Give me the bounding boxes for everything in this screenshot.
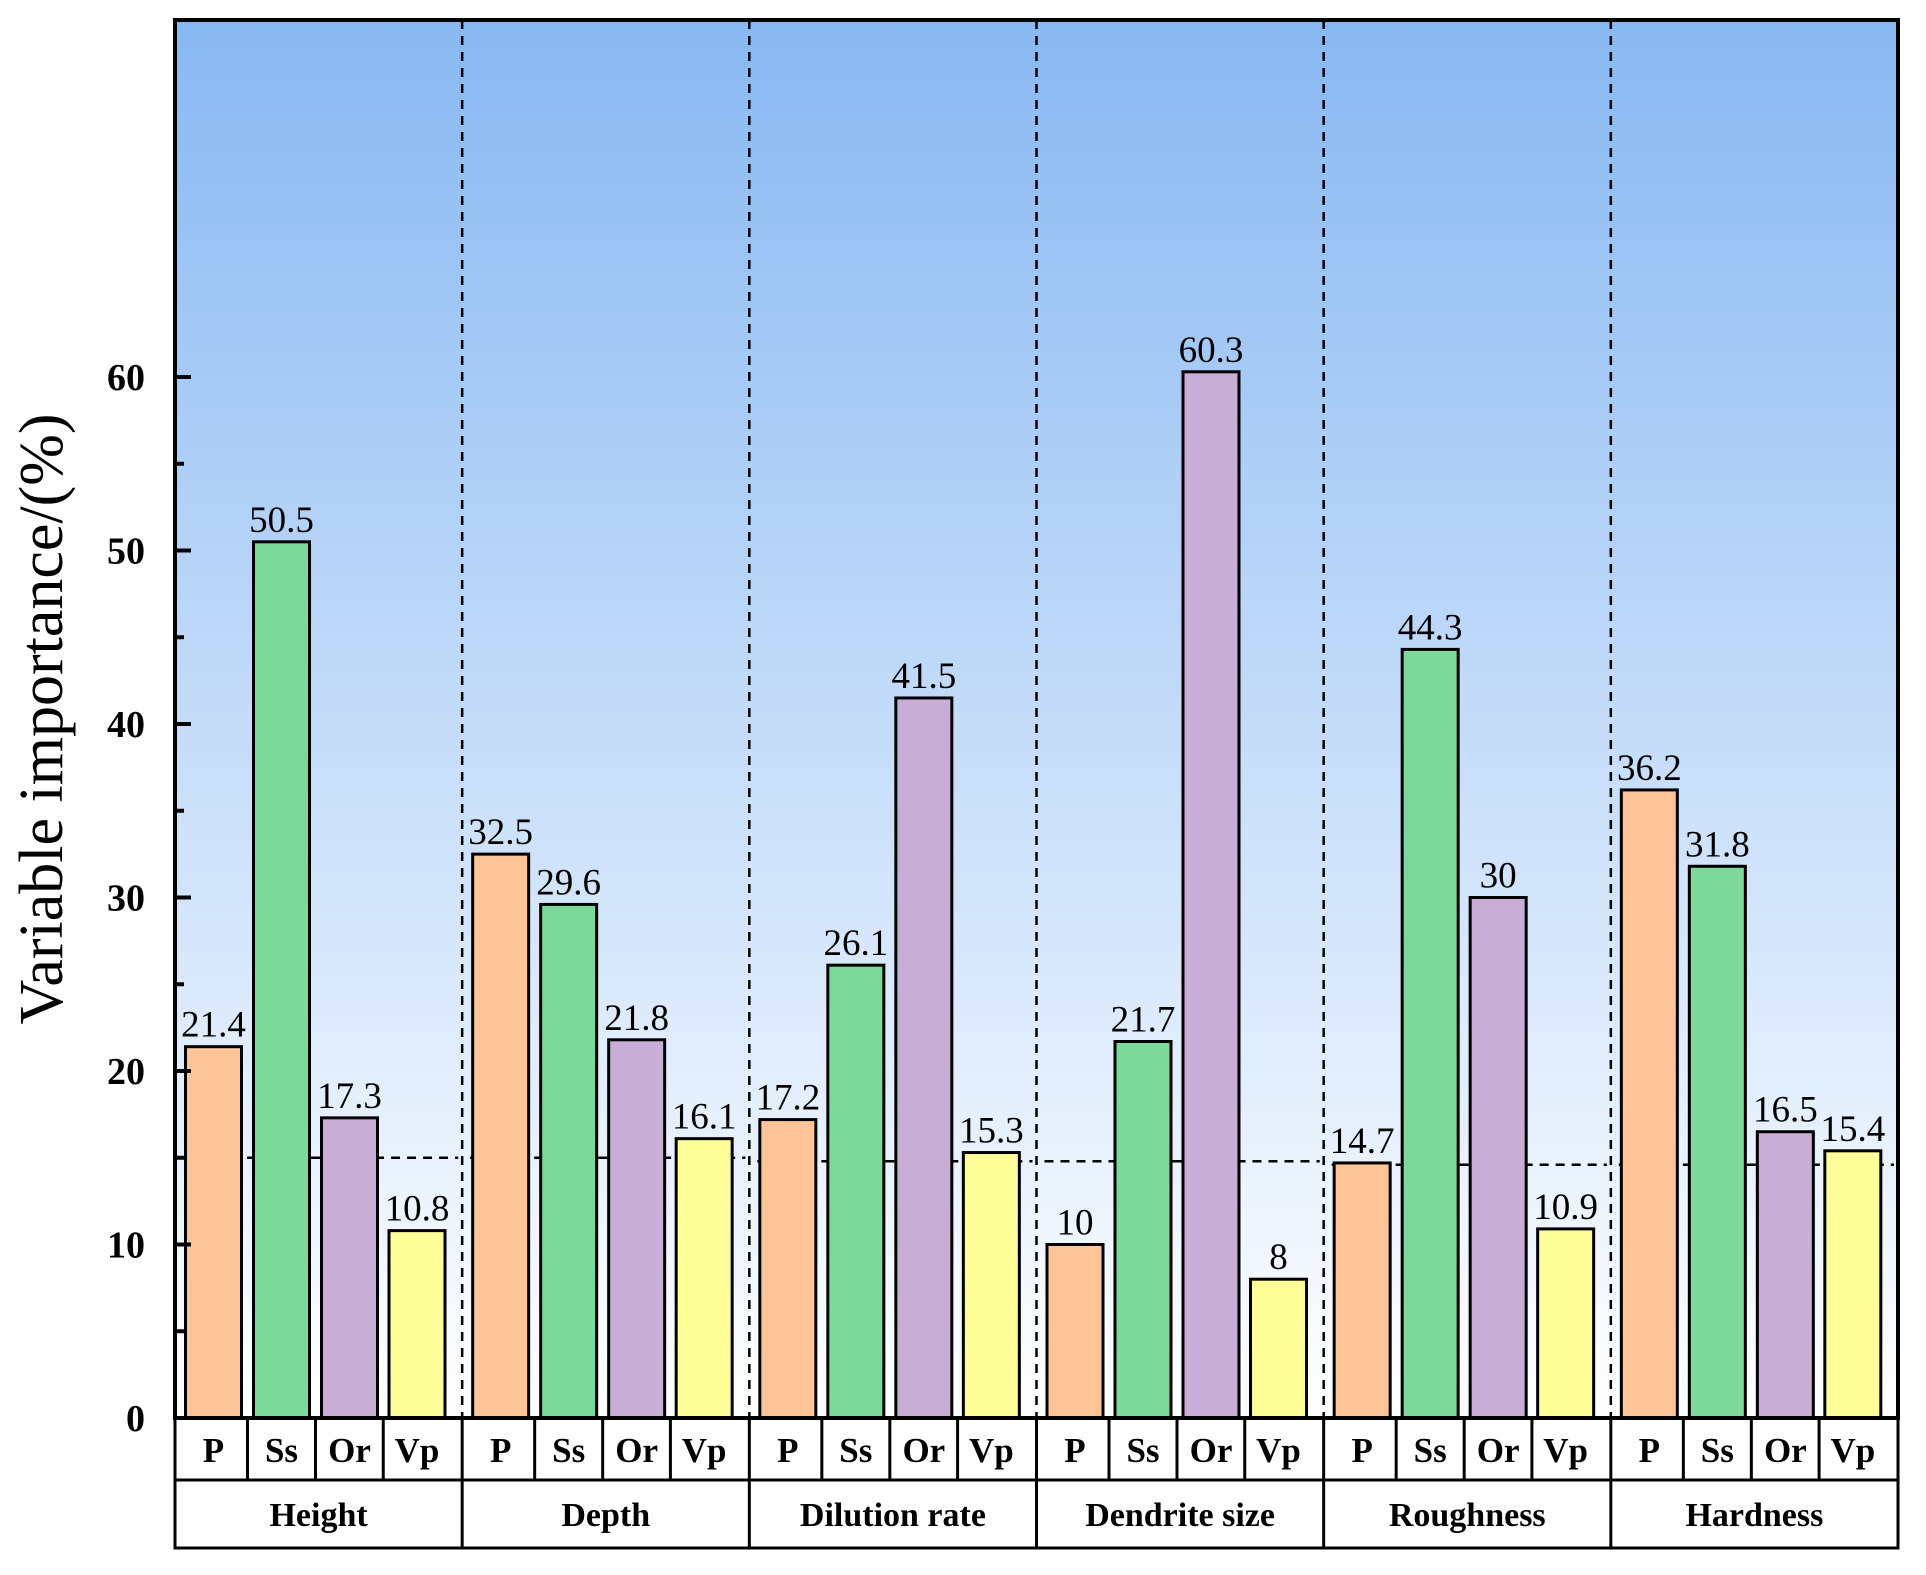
group-label: Hardness [1685,1497,1823,1534]
bar-height-p [184,1045,243,1420]
variable-label: Ss [265,1431,298,1470]
data-label: 21.8 [604,998,669,1039]
data-labels: 21.4 50.5 17.3 10.8 32.529.6 21.8 16.1 17.2 26.1… [181,330,1885,1278]
y-tick-label: 60 [107,357,145,399]
variable-label: Or [615,1431,658,1470]
group-label: Dendrite size [1085,1497,1275,1534]
variable-label: Vp [969,1431,1014,1470]
data-label: 31.8 [1685,824,1750,865]
variable-label: P [1639,1431,1660,1470]
data-label: 60.3 [1179,330,1244,371]
bar-roughness-or [1468,896,1528,1420]
y-tick-label: 40 [107,704,145,746]
bar-depth-or [607,1038,667,1420]
bar-depth-p [471,852,531,1420]
data-label: 29.6 [536,862,601,903]
variable-label: P [490,1431,511,1470]
data-label: 10.9 [1533,1187,1598,1228]
variable-label: Or [1764,1431,1807,1470]
bar-dilution-rate-vp [961,1151,1021,1420]
data-label: 44.3 [1398,607,1463,648]
bar-roughness-ss [1400,647,1460,1420]
variable-label: Or [902,1431,945,1470]
group-label: Roughness [1389,1497,1546,1534]
group-label: Dilution rate [800,1497,986,1534]
bar-dilution-rate-ss [826,963,886,1420]
variable-label: Vp [1256,1431,1301,1470]
data-label: 41.5 [891,656,956,697]
group-label: Height [269,1497,368,1534]
bar-dilution-rate-or [894,696,954,1420]
variable-label: Ss [839,1431,872,1470]
bar-depth-ss [539,902,599,1420]
y-tick-label: 10 [107,1225,145,1267]
bar-dendrite-size-ss [1113,1040,1173,1420]
group-dividers [460,20,1613,1418]
bar-dendrite-size-p [1045,1243,1105,1420]
bar-dilution-rate-p [758,1118,818,1420]
data-label: 36.2 [1617,748,1682,789]
variable-label: Vp [1543,1431,1588,1470]
bar-roughness-vp [1536,1227,1596,1420]
data-label: 14.7 [1330,1121,1395,1162]
data-label: 26.1 [823,923,888,964]
data-label: 16.1 [672,1097,737,1138]
bar-hardness-or [1755,1130,1815,1420]
data-label: 15.3 [959,1111,1024,1152]
bar-dendrite-size-or [1181,370,1241,1420]
data-label: 17.2 [755,1078,820,1119]
bar-hardness-ss [1687,864,1747,1420]
data-label: 15.4 [1820,1109,1885,1150]
bar-roughness-p [1332,1161,1392,1420]
y-tick-label: 20 [107,1051,145,1093]
bar-height-ss [252,540,311,1420]
data-label: 32.5 [468,812,533,853]
variable-label: Or [1477,1431,1520,1470]
group-label: Depth [561,1497,650,1534]
data-label: 8 [1269,1237,1288,1278]
bar-depth-vp [674,1137,734,1420]
variable-label: Ss [1414,1431,1447,1470]
variable-label: Ss [1126,1431,1159,1470]
data-label: 10.8 [385,1189,450,1230]
data-label: 21.7 [1111,1000,1176,1041]
y-tick-label: 30 [107,878,145,920]
category-table: P Ss Or Vp Height P Ss Or Vp Depth P Ss Or Vp Dilution… [173,1416,1900,1550]
data-label: 50.5 [249,500,314,541]
variable-label: Vp [682,1431,727,1470]
variable-label: Ss [1701,1431,1734,1470]
variable-label: P [1064,1431,1085,1470]
bar-height-or [320,1116,379,1420]
y-axis-title: Variable importance/(%) [8,413,76,1024]
bar-height-vp [387,1229,447,1420]
bar-dendrite-size-vp [1249,1277,1308,1420]
variable-label: Vp [395,1431,440,1470]
variable-label: Ss [552,1431,585,1470]
bar-hardness-p [1619,788,1679,1420]
variable-label: P [203,1431,224,1470]
variable-label: Or [1190,1431,1233,1470]
bars [184,370,1883,1420]
y-tick-label: 50 [107,531,145,573]
data-label: 16.5 [1753,1090,1818,1131]
y-tick-label: 0 [126,1398,145,1440]
variable-label: Or [328,1431,371,1470]
y-axis: 0 10 20 30 40 50 60 [107,357,191,1440]
data-label: 30 [1480,856,1517,897]
data-label: 10 [1057,1203,1094,1244]
variable-label: Vp [1830,1431,1875,1470]
data-label: 21.4 [181,1005,246,1046]
bar-hardness-vp [1823,1149,1883,1420]
data-label: 17.3 [317,1076,382,1117]
variable-label: P [1351,1431,1372,1470]
variable-label: P [777,1431,798,1470]
